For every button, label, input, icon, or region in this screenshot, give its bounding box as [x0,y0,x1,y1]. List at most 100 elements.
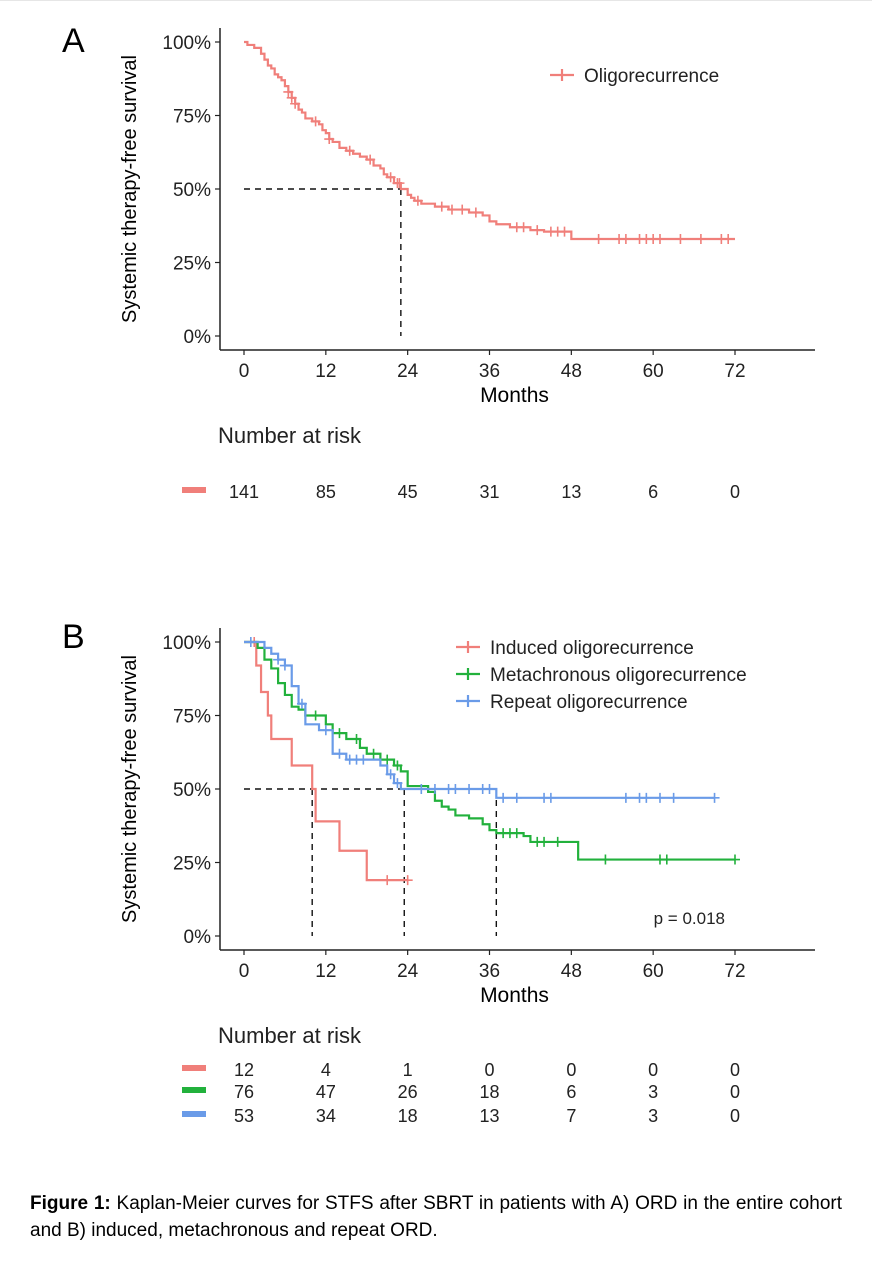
censor-mark [334,748,345,759]
x-tick-label: 48 [561,361,582,382]
censor-mark [498,792,509,803]
risk-table-value: 31 [479,482,499,502]
risk-table-value: 0 [730,1106,740,1126]
censor-mark [675,233,686,244]
caption-label: Figure 1: [30,1193,111,1214]
x-tick-label: 12 [315,961,336,982]
risk-table-value: 3 [648,1082,658,1102]
censor-mark [334,728,345,739]
y-tick-label: 75% [173,107,211,128]
legend-key [456,668,480,680]
censor-mark [365,154,376,165]
censor-mark [450,784,461,794]
censor-mark [470,207,481,218]
x-tick-label: 0 [239,361,250,382]
censor-mark [730,854,740,865]
x-tick-label: 36 [479,361,500,382]
censor-mark [320,725,331,736]
risk-table-value: 0 [566,1060,576,1080]
legend-key [456,641,480,653]
risk-row-key [182,1111,206,1117]
censor-mark [394,178,405,189]
censor-mark [620,233,631,244]
y-tick-label: 0% [184,927,212,948]
censor-mark [273,654,284,665]
censor-mark [709,792,720,803]
censor-mark [539,836,550,847]
legend-label: Induced oligorecurrence [490,638,694,659]
series-3 [244,637,720,803]
censor-mark [654,233,665,244]
risk-table-title: Number at risk [218,423,362,448]
censor-mark [310,710,321,721]
risk-table-value: 0 [484,1060,494,1080]
y-tick-label: 25% [173,254,211,275]
risk-table-value: 34 [316,1106,336,1126]
censor-mark [559,226,570,237]
p-value-annotation: p = 0.018 [654,909,725,928]
risk-table-title: Number at risk [218,1023,362,1048]
survival-curve [244,640,408,882]
legend-label: Metachronous oligorecurrence [490,665,747,686]
risk-row-key [182,1087,206,1093]
survival-curve [244,640,735,861]
risk-table-value: 0 [648,1060,658,1080]
risk-row-key [182,1065,206,1071]
censor-mark [641,792,652,803]
censor-mark [385,172,396,183]
censor-mark [436,201,447,212]
censor-mark [324,134,335,145]
risk-table-value: 13 [561,482,581,502]
risk-table-value: 0 [730,1082,740,1102]
censor-mark [464,784,475,794]
risk-table-value: 45 [398,482,418,502]
x-tick-label: 72 [724,361,745,382]
x-tick-label: 36 [479,961,500,982]
caption-text: Kaplan-Meier curves for STFS after SBRT … [30,1193,842,1241]
censor-mark [545,792,556,803]
panel-label: A [62,22,85,60]
x-tick-label: 72 [724,961,745,982]
risk-table-value: 7 [566,1106,576,1126]
y-tick-label: 100% [162,633,211,654]
censor-mark [279,660,290,671]
censor-mark [446,204,457,215]
x-tick-label: 12 [315,361,336,382]
censor-mark [283,86,294,97]
series-2 [244,640,740,865]
censor-mark [412,195,423,206]
censor-mark [286,92,297,103]
risk-table-value: 13 [479,1106,499,1126]
risk-table-value: 6 [566,1082,576,1102]
top-divider [0,0,872,1]
x-tick-label: 24 [397,961,419,982]
censor-mark [484,784,495,794]
y-tick-label: 25% [173,854,211,875]
figure-caption: Figure 1: Kaplan-Meier curves for STFS a… [30,1190,842,1244]
x-axis-label: Months [480,984,549,1007]
risk-table-value: 6 [648,482,658,502]
censor-mark [358,754,369,765]
risk-table-value: 3 [648,1106,658,1126]
censor-mark [290,98,301,109]
censor-mark [368,748,379,759]
censor-mark [457,204,468,215]
censor-mark [511,828,522,839]
x-axis-label: Months [480,384,549,407]
risk-table-value: 26 [398,1082,418,1102]
censor-mark [654,792,665,803]
censor-mark [402,875,413,886]
risk-table-value: 1 [403,1060,413,1080]
censor-mark [382,875,393,886]
risk-table-value: 47 [316,1082,336,1102]
y-axis-label: Systemic therapy-free survival [119,655,141,923]
risk-table-value: 141 [229,482,259,502]
risk-table-value: 18 [398,1106,418,1126]
censor-mark [351,734,362,745]
series-1 [244,40,735,244]
censor-mark [416,784,427,794]
censor-mark [511,792,522,803]
censor-mark [518,222,529,233]
censor-mark [429,784,440,794]
